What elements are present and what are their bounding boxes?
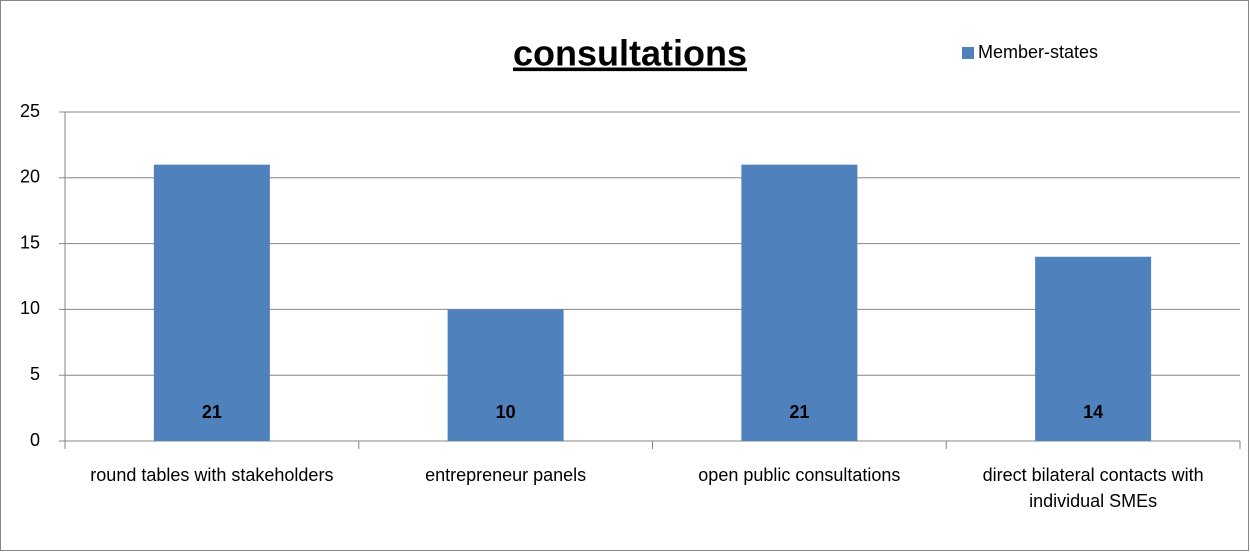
data-label: 14 xyxy=(1083,402,1103,422)
x-tick-label: round tables with stakeholders xyxy=(90,465,334,485)
y-tick-label: 20 xyxy=(20,167,40,187)
legend-swatch xyxy=(962,47,974,59)
bar xyxy=(1035,256,1152,441)
y-tick-label: 10 xyxy=(20,298,40,318)
data-label: 21 xyxy=(789,402,809,422)
chart-title: consultations xyxy=(513,33,747,74)
bar xyxy=(153,164,270,441)
x-tick-label: direct bilateral contacts with individua… xyxy=(982,465,1204,511)
bar xyxy=(741,164,858,441)
y-tick-label: 0 xyxy=(30,430,40,450)
y-tick-label: 5 xyxy=(30,364,40,384)
data-label: 10 xyxy=(496,402,516,422)
legend-label: Member-states xyxy=(978,42,1098,62)
bar xyxy=(447,309,564,441)
data-label: 21 xyxy=(202,402,222,422)
y-tick-label: 15 xyxy=(20,232,40,252)
x-tick-label: open public consultations xyxy=(698,465,901,485)
y-tick-label: 25 xyxy=(20,101,40,121)
x-tick-label: entrepreneur panels xyxy=(425,465,587,485)
